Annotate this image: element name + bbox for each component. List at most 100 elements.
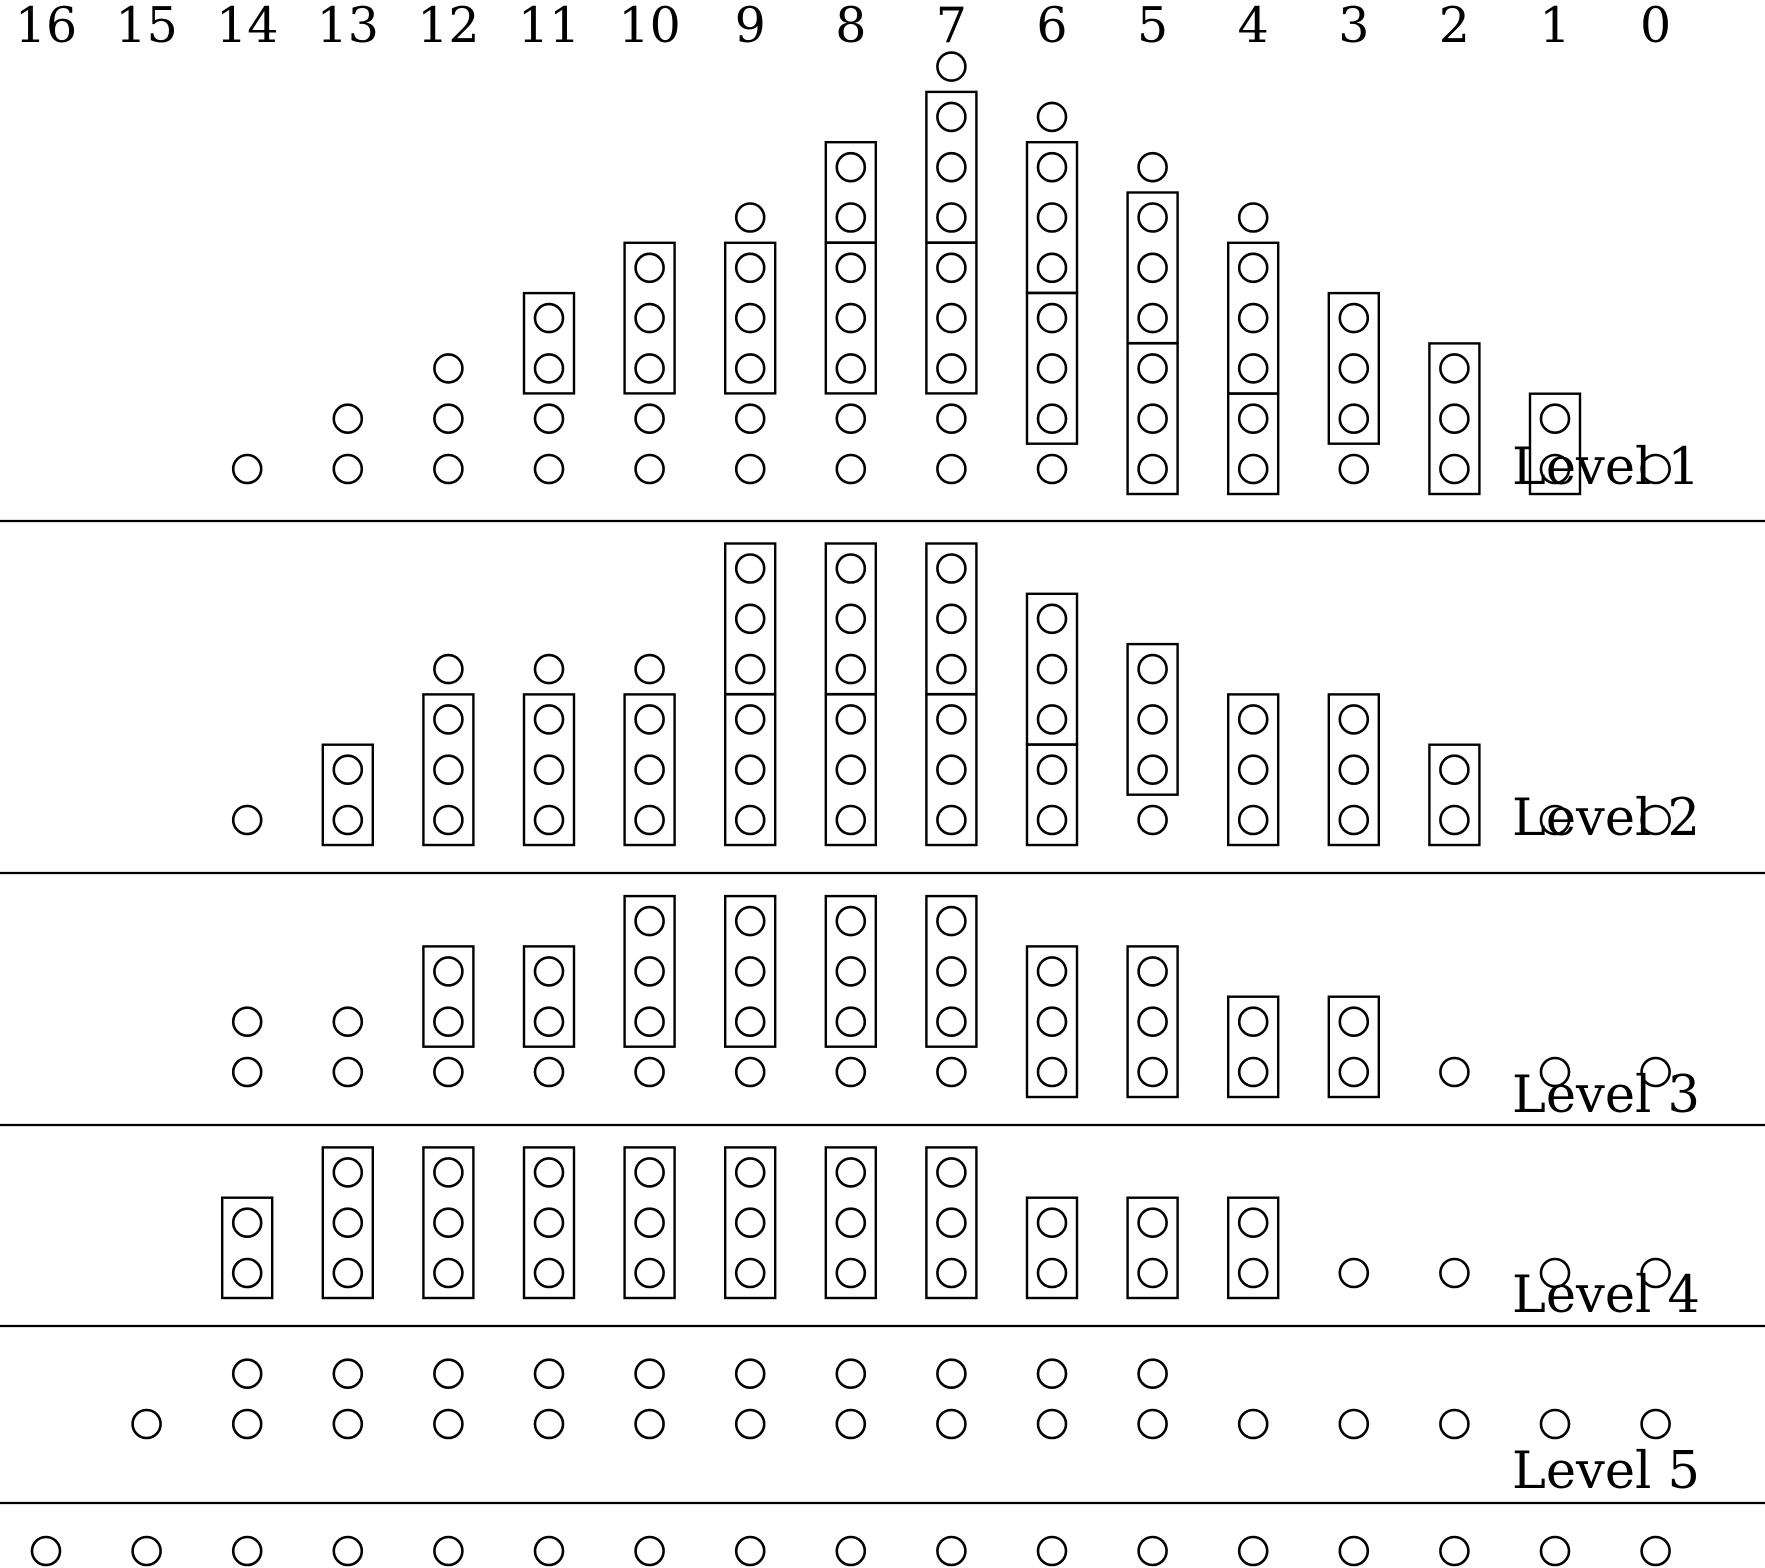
group-box [925,241,978,395]
dot [1439,1535,1470,1567]
dot [1539,453,1571,485]
dot [734,1056,766,1088]
dot [936,956,967,987]
dot [1137,453,1168,485]
dot [433,1535,464,1567]
dot [1237,804,1269,836]
dot [433,1358,464,1389]
dot [1137,302,1168,334]
group-box [824,241,877,395]
dot [332,1358,364,1389]
dot [936,252,967,284]
dot [1439,804,1470,836]
dot [433,1408,464,1440]
dot [734,1006,766,1038]
dot [533,1358,565,1389]
dot [1338,403,1370,435]
dot [332,1056,364,1088]
dot [1439,1257,1470,1289]
dot [734,1358,766,1389]
dot [1137,1257,1168,1289]
dot [1036,956,1068,987]
dot [1439,353,1470,384]
dot [1237,453,1269,485]
group-box [1226,693,1280,847]
dot [734,403,766,435]
column-label: 8 [835,0,866,54]
dot [231,1056,263,1088]
dot [1036,151,1068,183]
dot [835,905,867,937]
dot [936,603,967,635]
dot [634,1358,665,1389]
column-label: 13 [317,0,379,54]
group-box [422,693,475,847]
column-label: 12 [417,0,479,54]
group-box [824,140,877,244]
dot [936,804,967,836]
group-box [422,1146,475,1300]
dot [936,1006,967,1038]
dot [231,1358,263,1389]
dot [1640,453,1671,485]
level-section: Level 2 [0,542,1765,875]
dot [332,403,364,435]
dot [433,754,464,786]
dot [734,754,766,786]
dot [835,453,867,485]
level-section [30,1535,1671,1567]
column-label: 6 [1036,0,1067,54]
group-box [724,542,777,696]
dot [433,1257,464,1289]
dot [936,353,967,384]
group-box [522,693,576,847]
dot [1036,1006,1068,1038]
column-label: 4 [1238,0,1269,54]
dot [1036,653,1068,685]
dot [231,1535,263,1567]
dot [1237,704,1269,735]
dot [734,202,766,233]
group-box [220,1196,274,1300]
dot [332,1535,364,1567]
column-label: 5 [1137,0,1168,54]
level-label: Level 2 [1512,789,1700,848]
group-box [1226,995,1280,1099]
dot [1539,804,1571,836]
group-box [623,1146,676,1300]
group-box [1025,140,1079,295]
dot [1338,754,1370,786]
group-box [1226,1196,1280,1300]
dot [835,804,867,836]
group-box [1428,342,1481,496]
dot [1439,1056,1470,1088]
dot [533,1207,565,1238]
dot [634,353,665,384]
dot [231,1408,263,1440]
dot [1137,151,1168,183]
dot [936,905,967,937]
dot [433,1157,464,1188]
dot [634,252,665,284]
dot [433,704,464,735]
dot [634,1257,665,1289]
dot [1338,453,1370,485]
group-box [321,743,374,847]
dot [634,653,665,685]
dot [936,553,967,584]
level-label: Level 4 [1512,1266,1700,1325]
dot [1237,202,1269,233]
group-box [1025,592,1079,746]
dot [634,302,665,334]
dot [231,804,263,836]
dot [734,353,766,384]
dot [634,804,665,836]
dot [634,704,665,735]
dot [1338,1006,1370,1038]
dot [1036,202,1068,233]
group-box [824,542,877,696]
dot [634,1207,665,1238]
dot [734,1257,766,1289]
group-box [724,693,777,847]
